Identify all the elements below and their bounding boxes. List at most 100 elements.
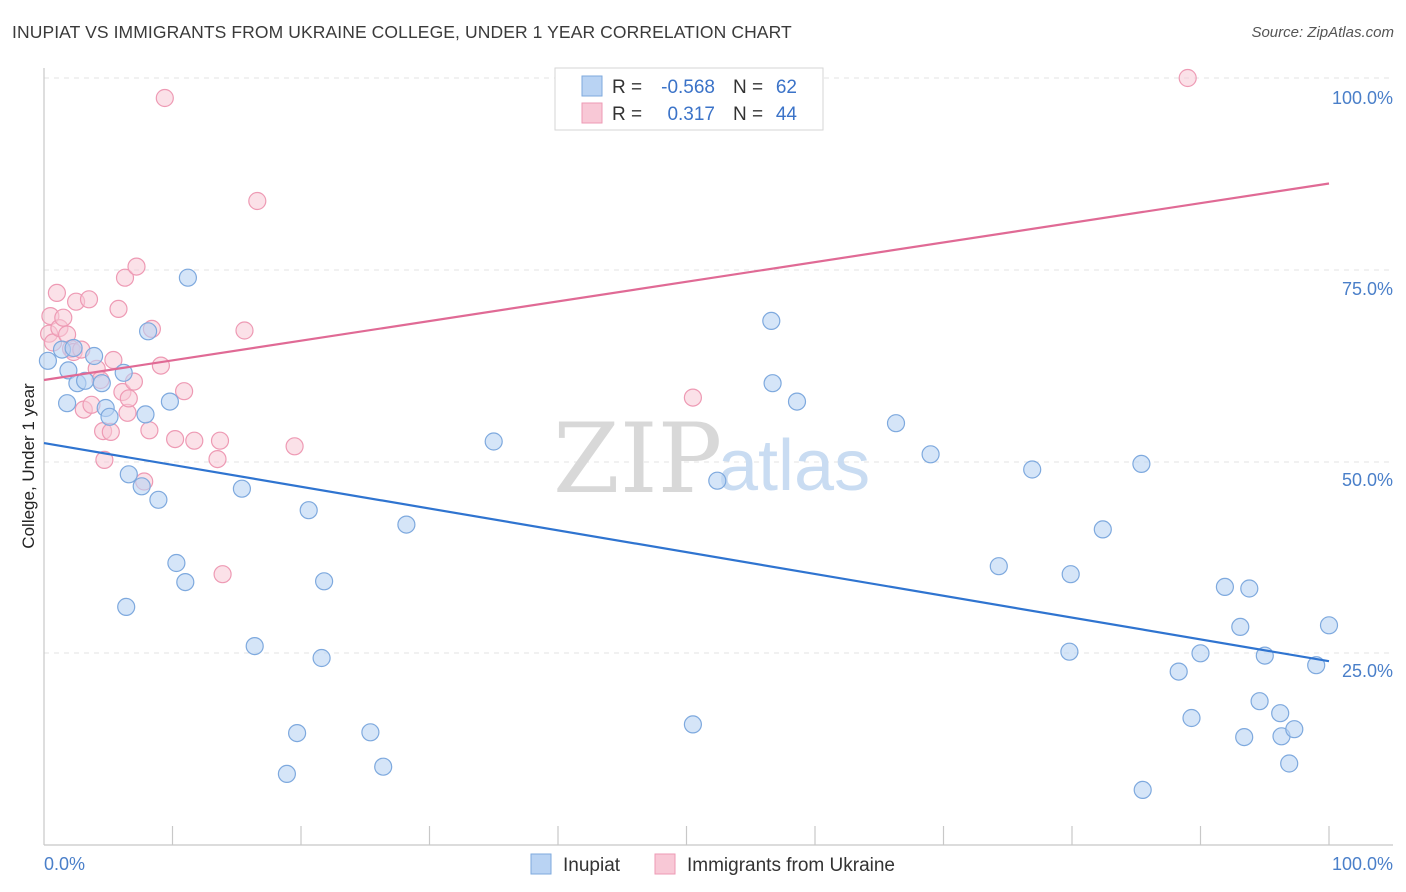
data-point <box>484 432 503 451</box>
data-point <box>232 479 251 498</box>
data-point <box>1178 68 1197 88</box>
data-point <box>397 515 416 534</box>
data-point <box>151 356 170 375</box>
data-point <box>312 648 331 668</box>
data-point <box>54 308 73 327</box>
data-point <box>47 283 67 302</box>
data-point <box>1191 644 1210 663</box>
legend-swatch-inupiat <box>581 75 603 97</box>
data-point <box>119 389 138 408</box>
watermark-atlas: atlas <box>718 426 870 506</box>
data-point <box>315 572 334 591</box>
legend-swatch-ukraine <box>581 102 603 124</box>
data-point <box>1271 704 1290 723</box>
legend-stats: R = -0.568 N = 62 R = 0.317 N = 44 <box>554 67 824 131</box>
legend-series: Inupiat Immigrants from Ukraine <box>530 853 895 876</box>
data-point <box>160 392 179 411</box>
y-tick-labels: 100.0% 75.0% 50.0% 25.0% <box>1332 88 1393 681</box>
legend-n-value-ukraine: 44 <box>776 104 798 125</box>
bottom-legend-swatch-ukraine <box>654 853 676 875</box>
legend-r-value-ukraine: 0.317 <box>667 104 715 125</box>
data-point <box>115 268 135 287</box>
data-point <box>361 723 380 742</box>
x-tick-labels: 0.0% 100.0% <box>44 854 1393 874</box>
gridlines <box>44 77 1393 654</box>
y-tick-label-25: 25.0% <box>1342 661 1393 681</box>
legend-r-label-ukraine: R = <box>612 104 642 125</box>
data-point <box>299 501 318 520</box>
data-point <box>213 565 232 584</box>
data-point <box>210 431 230 450</box>
data-point <box>285 437 304 456</box>
data-point <box>117 597 136 617</box>
data-point <box>1093 520 1112 539</box>
watermark: ZIP atlas <box>553 403 870 515</box>
data-point <box>178 268 197 287</box>
x-tick-label-100: 100.0% <box>1332 854 1393 874</box>
data-point <box>1307 656 1326 675</box>
data-point <box>1231 617 1250 637</box>
data-point <box>38 351 58 370</box>
series-immigrants-from-ukraine <box>39 68 1197 584</box>
data-point <box>1133 780 1152 800</box>
y-axis-title: College, Under 1 year <box>19 383 38 549</box>
bottom-legend-swatch-inupiat <box>530 853 552 875</box>
data-point <box>683 388 703 407</box>
y-tick-label-50: 50.0% <box>1342 470 1393 490</box>
data-point <box>109 299 128 318</box>
x-axis-ticks <box>171 826 1330 845</box>
data-point <box>1182 708 1201 728</box>
data-point <box>1132 454 1151 473</box>
data-point <box>167 553 186 573</box>
data-point <box>1215 577 1235 597</box>
data-point <box>1235 727 1254 747</box>
data-point <box>149 490 168 509</box>
data-point <box>208 450 227 469</box>
data-point <box>708 471 727 490</box>
chart-title: INUPIAT VS IMMIGRANTS FROM UKRAINE COLLE… <box>12 22 792 42</box>
data-point <box>886 414 906 433</box>
data-point <box>787 392 807 411</box>
data-point <box>277 764 296 784</box>
y-tick-label-100: 100.0% <box>1332 88 1393 108</box>
data-point <box>245 636 264 656</box>
data-point <box>155 88 174 108</box>
data-point <box>139 322 158 341</box>
data-point <box>1169 662 1188 681</box>
data-point <box>132 477 151 496</box>
data-point <box>762 311 781 330</box>
trend-line-inupiat <box>43 442 1330 663</box>
data-point <box>119 465 138 484</box>
data-point <box>1240 579 1259 598</box>
data-point <box>921 445 940 464</box>
series-inupiat <box>38 268 1339 800</box>
bottom-legend-label-inupiat: Inupiat <box>563 855 621 876</box>
data-point <box>140 421 159 440</box>
data-point <box>166 430 185 449</box>
data-point <box>64 338 83 358</box>
data-point <box>84 346 104 366</box>
data-point <box>1061 565 1080 584</box>
data-point <box>288 723 307 743</box>
legend-r-value-inupiat: -0.568 <box>661 77 715 98</box>
data-point <box>248 191 267 211</box>
data-point <box>95 450 114 469</box>
data-point <box>1250 692 1269 711</box>
data-point <box>989 557 1008 576</box>
data-point <box>1285 720 1304 739</box>
legend-r-label-inupiat: R = <box>612 77 642 98</box>
x-tick-label-0: 0.0% <box>44 854 85 874</box>
legend-n-label-inupiat: N = <box>733 77 763 98</box>
data-point <box>185 431 204 450</box>
data-point <box>57 394 77 413</box>
watermark-zip: ZIP <box>553 403 722 515</box>
data-point <box>1060 642 1079 661</box>
data-point <box>100 407 119 426</box>
data-point <box>79 290 99 309</box>
data-point <box>763 374 782 393</box>
source-label: Source: ZipAtlas.com <box>1251 24 1394 41</box>
data-point <box>127 257 146 276</box>
data-point <box>175 382 194 401</box>
data-point <box>136 405 155 424</box>
